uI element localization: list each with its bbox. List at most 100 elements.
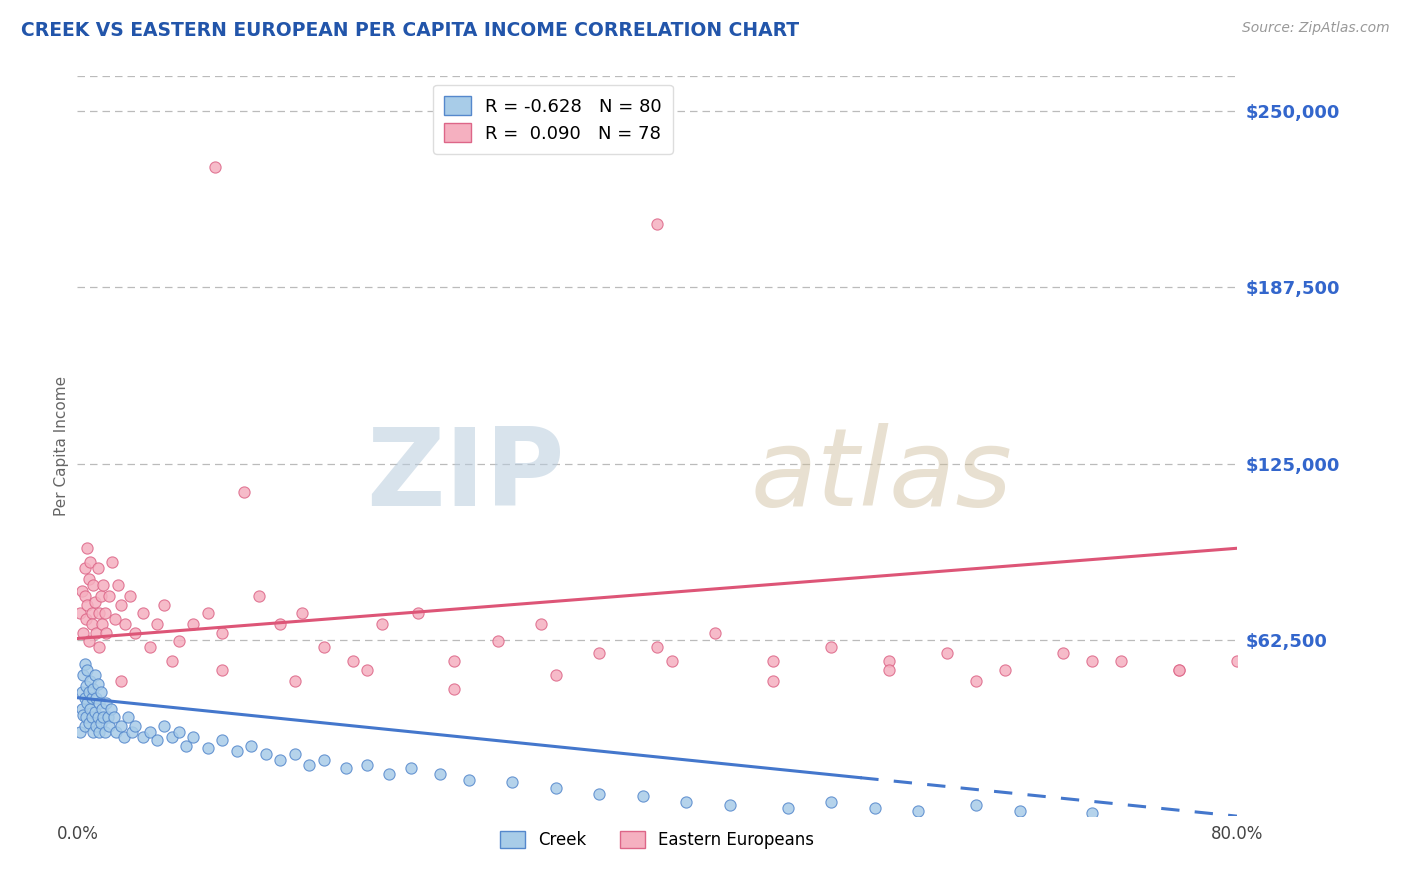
Point — [675, 795, 697, 809]
Point — [247, 589, 270, 603]
Point — [312, 640, 335, 654]
Legend: Creek, Eastern Europeans: Creek, Eastern Europeans — [494, 824, 821, 856]
Point — [877, 663, 901, 677]
Point — [1008, 804, 1031, 818]
Point — [167, 724, 190, 739]
Point — [1052, 646, 1074, 660]
Point — [79, 702, 101, 716]
Point — [86, 561, 108, 575]
Point — [87, 724, 110, 739]
Point — [820, 640, 842, 654]
Point — [94, 606, 117, 620]
Point — [486, 634, 509, 648]
Point — [86, 676, 108, 690]
Point — [118, 589, 141, 603]
Point — [98, 719, 121, 733]
Point — [83, 595, 105, 609]
Point — [76, 541, 98, 556]
Point — [70, 685, 93, 699]
Point — [72, 707, 94, 722]
Point — [112, 730, 135, 744]
Point — [75, 680, 97, 694]
Point — [90, 685, 111, 699]
Point — [183, 730, 205, 744]
Point — [83, 705, 105, 719]
Point — [183, 617, 205, 632]
Point — [254, 747, 277, 761]
Point — [718, 797, 741, 812]
Point — [110, 598, 132, 612]
Point — [77, 572, 100, 586]
Point — [965, 673, 987, 688]
Point — [87, 640, 110, 654]
Point — [103, 710, 125, 724]
Point — [69, 724, 91, 739]
Point — [153, 598, 176, 612]
Point — [371, 617, 394, 632]
Point — [73, 690, 96, 705]
Point — [211, 625, 233, 640]
Point — [378, 767, 401, 781]
Point — [76, 598, 98, 612]
Point — [544, 780, 567, 795]
Point — [335, 761, 357, 775]
Point — [124, 625, 146, 640]
Point — [98, 589, 121, 603]
Point — [240, 739, 263, 753]
Point — [80, 710, 103, 724]
Point — [77, 634, 100, 648]
Point — [146, 733, 169, 747]
Point — [124, 719, 146, 733]
Point — [174, 739, 197, 753]
Point — [79, 673, 101, 688]
Point — [87, 697, 110, 711]
Point — [204, 161, 226, 175]
Point — [93, 578, 115, 592]
Point — [76, 697, 98, 711]
Point — [117, 710, 139, 724]
Point — [530, 617, 553, 632]
Point — [356, 758, 378, 772]
Point — [863, 801, 886, 815]
Point — [197, 741, 219, 756]
Point — [312, 753, 335, 767]
Point — [211, 733, 233, 747]
Point — [429, 767, 451, 781]
Point — [91, 617, 114, 632]
Point — [356, 663, 378, 677]
Point — [225, 744, 247, 758]
Point — [399, 761, 422, 775]
Point — [820, 795, 842, 809]
Point — [284, 673, 307, 688]
Point — [291, 606, 314, 620]
Point — [96, 625, 118, 640]
Text: atlas: atlas — [751, 423, 1012, 528]
Point — [84, 690, 107, 705]
Point — [153, 719, 176, 733]
Point — [82, 724, 104, 739]
Point — [647, 217, 669, 231]
Point — [82, 682, 104, 697]
Point — [907, 804, 929, 818]
Point — [1168, 663, 1191, 677]
Point — [1168, 663, 1191, 677]
Point — [93, 710, 115, 724]
Text: Source: ZipAtlas.com: Source: ZipAtlas.com — [1241, 21, 1389, 35]
Point — [94, 724, 117, 739]
Point — [146, 617, 169, 632]
Point — [342, 654, 364, 668]
Point — [83, 668, 105, 682]
Text: CREEK VS EASTERN EUROPEAN PER CAPITA INCOME CORRELATION CHART: CREEK VS EASTERN EUROPEAN PER CAPITA INC… — [21, 21, 799, 39]
Point — [661, 654, 683, 668]
Point — [233, 484, 256, 499]
Point — [82, 578, 104, 592]
Point — [73, 719, 96, 733]
Point — [298, 758, 321, 772]
Point — [1226, 654, 1249, 668]
Point — [110, 719, 132, 733]
Point — [69, 606, 91, 620]
Point — [167, 634, 190, 648]
Point — [73, 561, 96, 575]
Point — [75, 612, 97, 626]
Point — [101, 555, 124, 569]
